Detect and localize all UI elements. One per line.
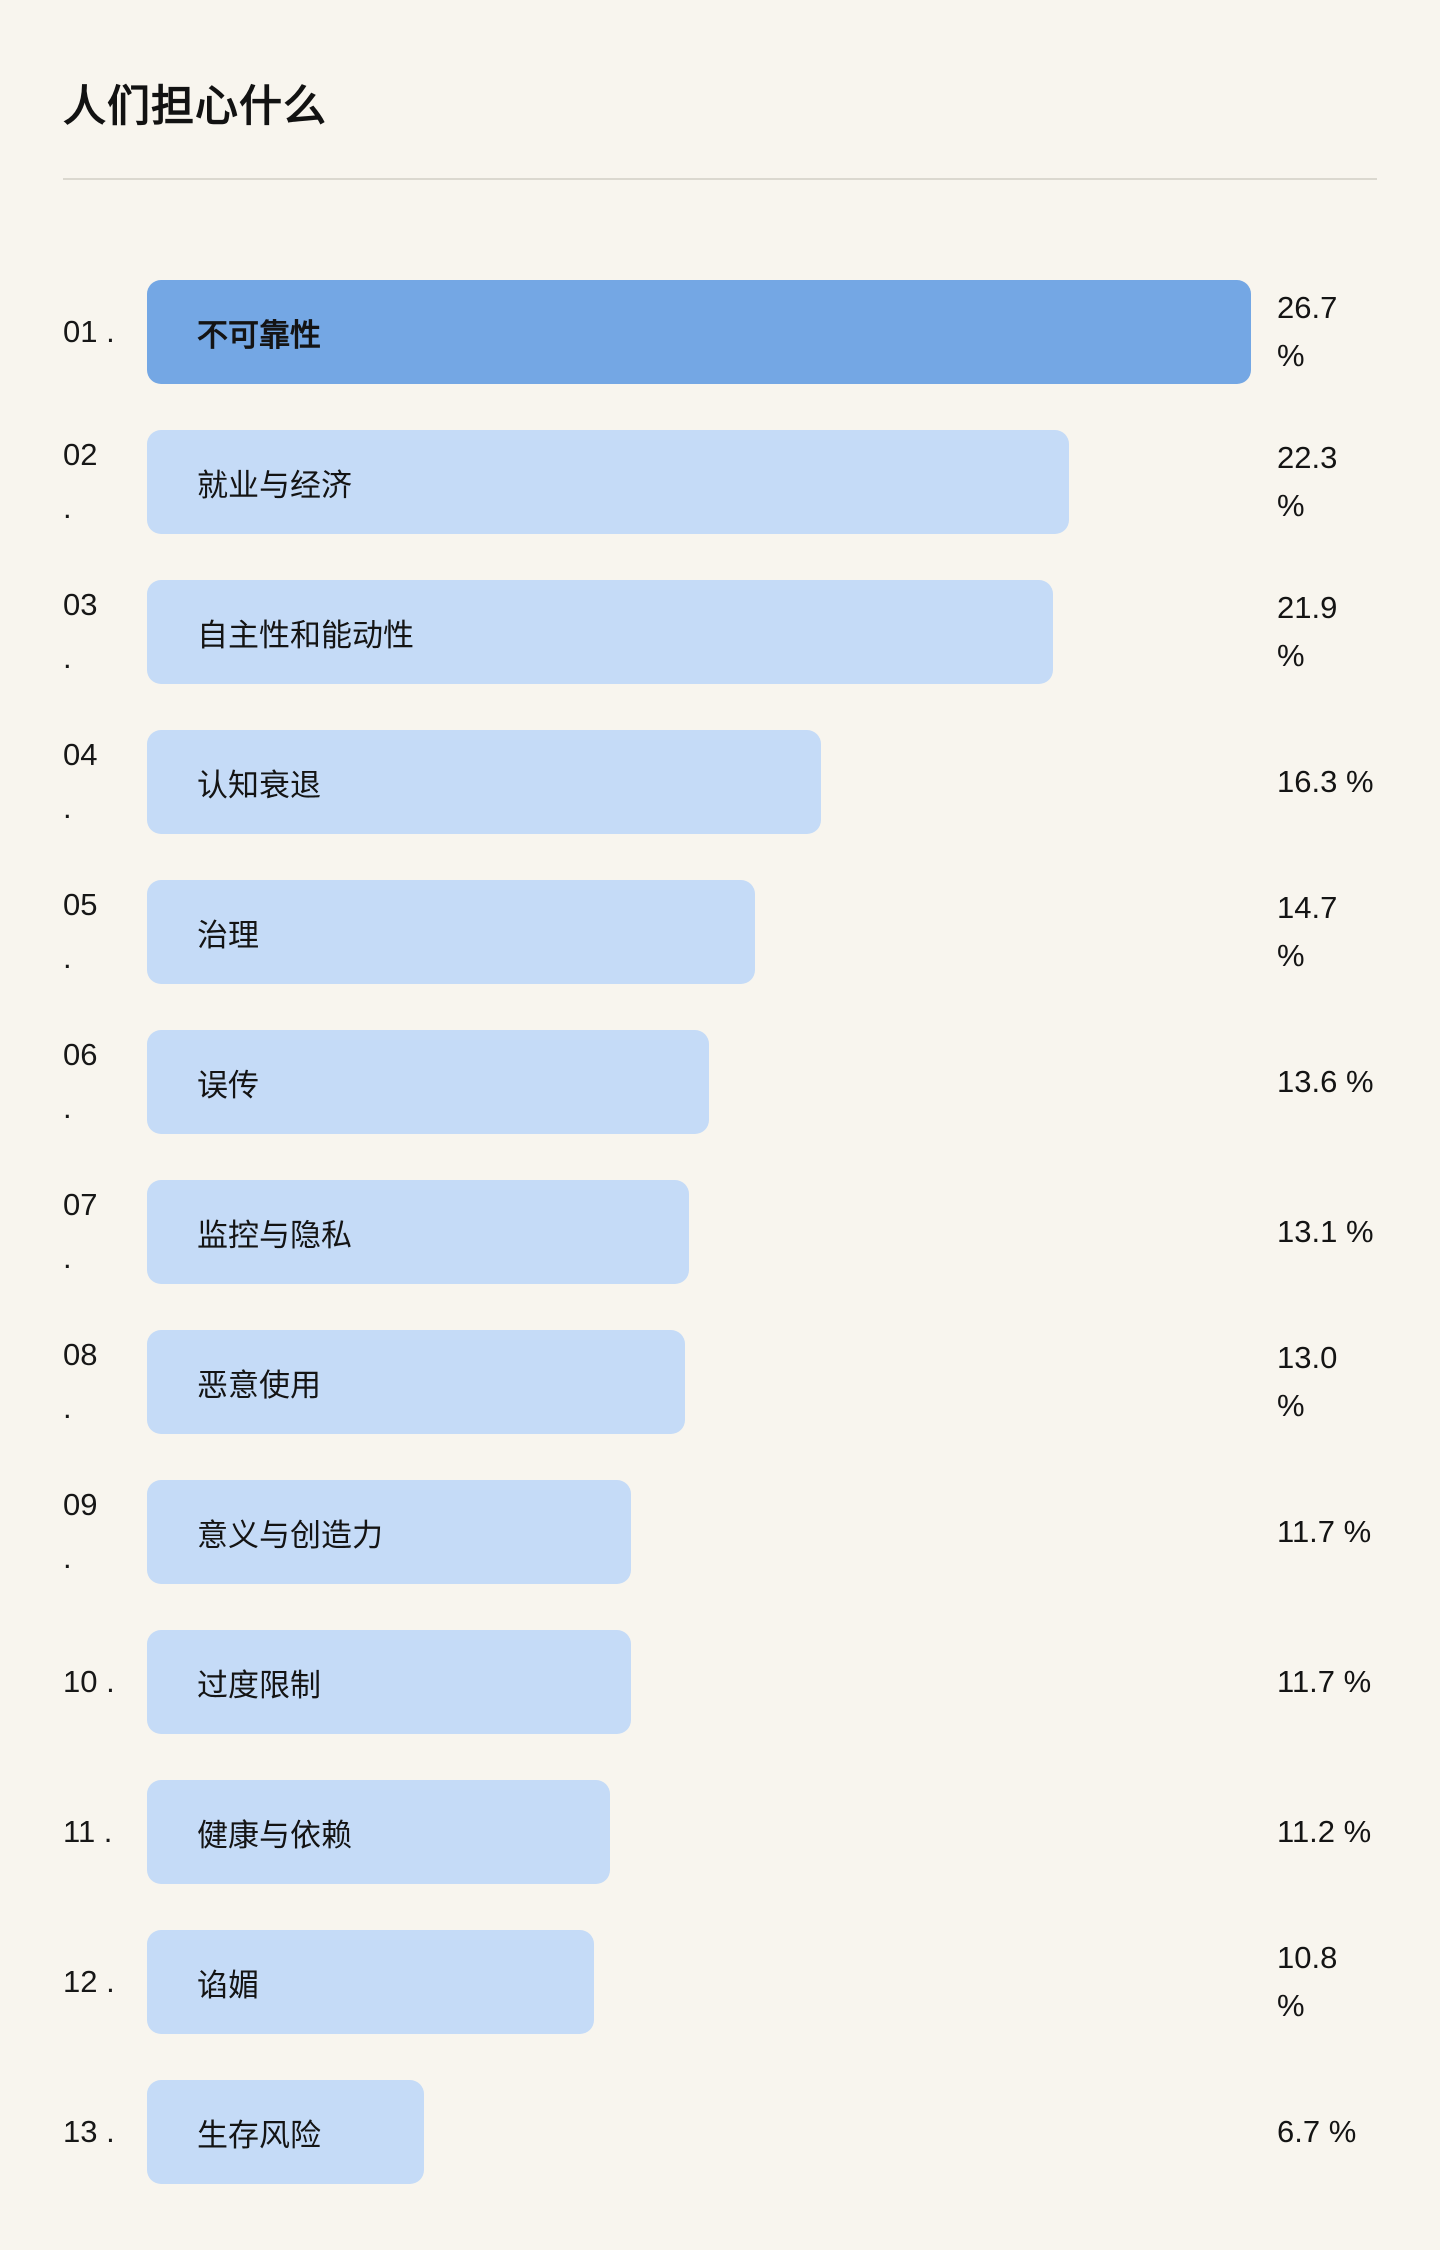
rank-label: 09 . [63,1487,98,1575]
bar: 过度限制 [147,1630,631,1734]
bar-track: 就业与经济 [147,430,1251,534]
bar: 监控与隐私 [147,1180,689,1284]
value-label: 13.0 % [1277,1339,1338,1423]
bar-track: 监控与隐私 [147,1180,1251,1284]
chart-row: 13 . 生存风险 6.7 % [63,2080,1377,2184]
bar-label: 意义与创造力 [197,1517,383,1553]
rank-label: 03 . [63,587,98,675]
bar-label: 谄媚 [197,1967,259,2003]
rank-label: 11 . [63,1813,113,1849]
bar-track: 不可靠性 [147,280,1251,384]
value-label: 13.1 % [1277,1213,1374,1249]
rank-label: 12 . [63,1963,115,1999]
bar-label: 过度限制 [197,1667,321,1703]
chart-row: 06 . 误传 13.6 % [63,1030,1377,1134]
bar-track: 误传 [147,1030,1251,1134]
value-label: 13.6 % [1277,1063,1374,1099]
bar-track: 健康与依赖 [147,1780,1251,1884]
value-label: 21.9 % [1277,589,1338,673]
bar: 生存风险 [147,2080,424,2184]
chart-row: 11 . 健康与依赖 11.2 % [63,1780,1377,1884]
bar: 恶意使用 [147,1330,685,1434]
chart-row: 07 . 监控与隐私 13.1 % [63,1180,1377,1284]
bar-label: 健康与依赖 [197,1817,352,1853]
rank-label: 08 . [63,1337,98,1425]
bar: 自主性和能动性 [147,580,1053,684]
rank-label: 13 . [63,2113,115,2149]
chart-row: 01 . 不可靠性 26.7 % [63,280,1377,384]
bar-label: 误传 [197,1067,259,1103]
rank-label: 06 . [63,1037,98,1125]
value-label: 22.3 % [1277,439,1338,523]
bar-track: 恶意使用 [147,1330,1251,1434]
bar-track: 过度限制 [147,1630,1251,1734]
rank-label: 05 . [63,887,98,975]
rank-label: 07 . [63,1187,98,1275]
title-divider [63,178,1377,180]
bar-track: 认知衰退 [147,730,1251,834]
chart-row: 10 . 过度限制 11.7 % [63,1630,1377,1734]
value-label: 16.3 % [1277,763,1374,799]
bar-label: 就业与经济 [197,467,352,503]
chart-row: 05 . 治理 14.7 % [63,880,1377,984]
value-label: 6.7 % [1277,2113,1357,2149]
rank-label: 01 . [63,313,115,349]
bar: 认知衰退 [147,730,821,834]
bar: 不可靠性 [147,280,1251,384]
value-label: 14.7 % [1277,889,1338,973]
bar: 谄媚 [147,1930,594,2034]
chart-row: 08 . 恶意使用 13.0 % [63,1330,1377,1434]
bar-label: 监控与隐私 [197,1217,352,1253]
value-label: 11.7 % [1277,1663,1372,1699]
rank-label: 02 . [63,437,98,525]
bar-track: 自主性和能动性 [147,580,1251,684]
chart-row: 03 . 自主性和能动性 21.9 % [63,580,1377,684]
chart-row: 04 . 认知衰退 16.3 % [63,730,1377,834]
bar: 健康与依赖 [147,1780,611,1884]
bar-label: 不可靠性 [197,317,321,353]
chart-row: 02 . 就业与经济 22.3 % [63,430,1377,534]
bar: 误传 [147,1030,710,1134]
chart-rows: 01 . 不可靠性 26.7 % 02 . 就业与经济 22.3 % 03 . … [63,280,1377,2230]
value-label: 11.7 % [1277,1513,1372,1549]
bar-track: 治理 [147,880,1251,984]
chart-row: 09 . 意义与创造力 11.7 % [63,1480,1377,1584]
bar-label: 生存风险 [197,2117,321,2153]
value-label: 26.7 % [1277,289,1338,373]
bar: 意义与创造力 [147,1480,631,1584]
bar-label: 认知衰退 [197,767,321,803]
bar-track: 意义与创造力 [147,1480,1251,1584]
bar-label: 自主性和能动性 [197,617,414,653]
bar-label: 恶意使用 [197,1367,321,1403]
bar: 治理 [147,880,755,984]
value-label: 10.8 % [1277,1939,1338,2023]
rank-label: 04 . [63,737,98,825]
rank-label: 10 . [63,1663,115,1699]
bar: 就业与经济 [147,430,1070,534]
bar-track: 生存风险 [147,2080,1251,2184]
page-title: 人们担心什么 [63,83,327,131]
value-label: 11.2 % [1277,1813,1372,1849]
chart-row: 12 . 谄媚 10.8 % [63,1930,1377,2034]
bar-label: 治理 [197,917,259,953]
bar-track: 谄媚 [147,1930,1251,2034]
